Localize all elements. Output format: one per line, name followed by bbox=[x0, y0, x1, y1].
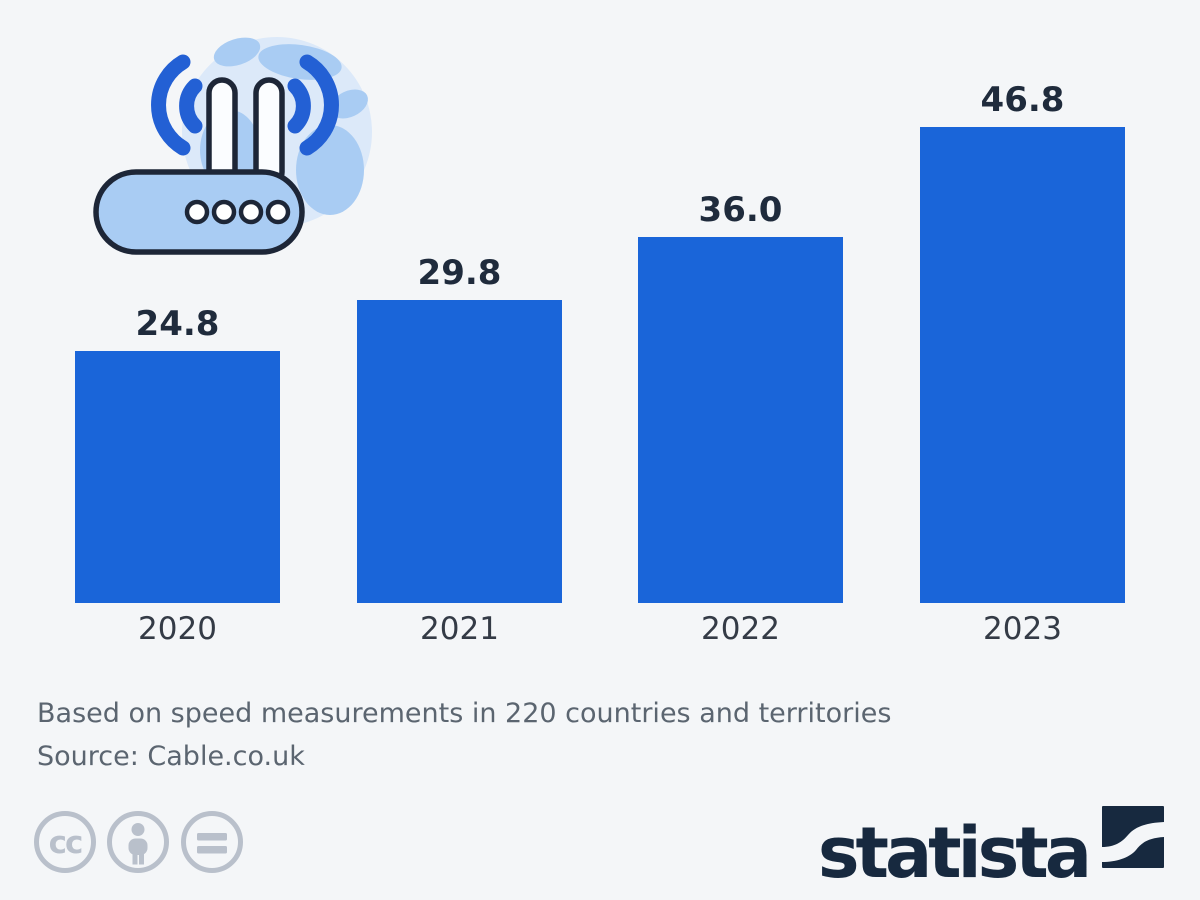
statista-logo-mark-icon bbox=[1102, 806, 1164, 868]
wifi-waves-icon bbox=[151, 54, 339, 156]
source-note: Source: Cable.co.uk bbox=[37, 741, 305, 772]
bar-2020 bbox=[75, 351, 280, 603]
no-derivatives-equals-icon[interactable] bbox=[181, 811, 243, 873]
person-leg bbox=[139, 852, 144, 865]
value-label-2022: 36.0 bbox=[698, 190, 783, 230]
cc-license[interactable]: cc bbox=[33, 809, 248, 875]
footer-notes: Based on speed measurements in 220 count… bbox=[37, 692, 1037, 778]
category-label-2021: 2021 bbox=[420, 611, 499, 647]
bar-2022 bbox=[638, 237, 843, 603]
statista-swoosh bbox=[1102, 822, 1164, 862]
wifi-router-globe-icon bbox=[93, 37, 372, 255]
bar-2021 bbox=[357, 300, 562, 603]
value-label-2020: 24.8 bbox=[135, 304, 220, 344]
category-label-2022: 2022 bbox=[701, 611, 780, 647]
person-body bbox=[128, 838, 148, 855]
chart-note: Based on speed measurements in 220 count… bbox=[37, 698, 892, 729]
statista-logo-text: statista bbox=[817, 812, 1092, 894]
person-leg bbox=[132, 852, 138, 865]
statista-brand[interactable]: statista bbox=[818, 806, 1164, 888]
value-label-2021: 29.8 bbox=[417, 253, 502, 293]
value-label-2023: 46.8 bbox=[980, 80, 1065, 120]
router-icon bbox=[93, 77, 305, 255]
equals-bar bbox=[197, 846, 227, 854]
category-label-2023: 2023 bbox=[983, 611, 1062, 647]
attribution-person-icon[interactable] bbox=[107, 811, 169, 873]
cc-glyph: cc bbox=[49, 825, 82, 861]
cc-icon[interactable] bbox=[34, 811, 96, 873]
bar-2023 bbox=[920, 127, 1125, 603]
equals-bar bbox=[197, 833, 227, 841]
category-label-2020: 2020 bbox=[138, 611, 217, 647]
person-head bbox=[131, 823, 145, 836]
